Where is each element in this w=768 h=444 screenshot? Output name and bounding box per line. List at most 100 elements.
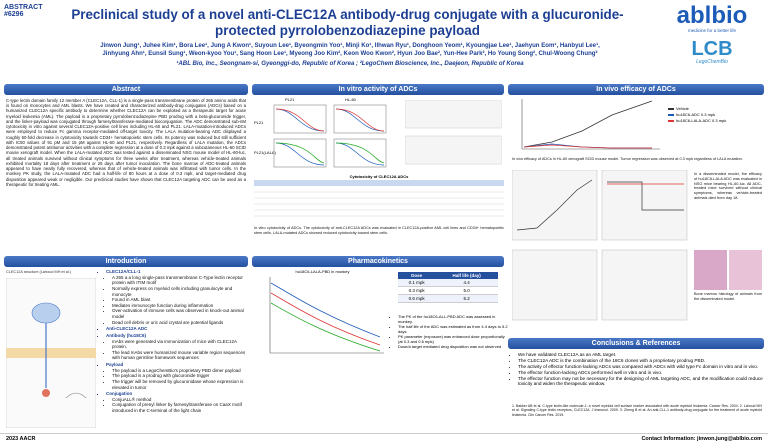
pk-table: Dose Half life (day) 0.1 mpk 4.4 0.3 mpk 5.0 0… xyxy=(398,272,498,303)
footer: 2023 AACR Contact Information: jinwon.ju… xyxy=(0,433,768,444)
curve xyxy=(335,108,385,132)
intro-subitem: The trigger will be removed by glucuroni… xyxy=(112,379,252,390)
side-text: In a disseminated model, the efficacy of… xyxy=(694,171,762,200)
intro-subitem: The payload is a prodrug with glucuronid… xyxy=(112,373,252,379)
legend: Vehicle hu18C6-ADC 0.3 mpk hu18C6-LALA-ADC… xyxy=(668,106,762,124)
ctld-domain xyxy=(31,302,61,324)
intro-subitem: mAbs were generated via immunization of … xyxy=(112,339,252,350)
plot-frame xyxy=(273,104,327,134)
figure-caption: In vivo efficacy of ADCs in HL-60 xenogr… xyxy=(512,157,743,161)
table-header-cell: Dose xyxy=(398,272,436,279)
signal-arrow xyxy=(65,392,87,399)
itim-motif xyxy=(42,389,50,397)
clec12a-diagram xyxy=(6,278,96,428)
intro-sublist: A 265 a.a long single-pass transmembrane… xyxy=(106,275,252,326)
section-header: Abstract xyxy=(4,84,248,95)
contact: Contact Information: jinwon.jung@ablbio.… xyxy=(641,436,762,442)
note-box xyxy=(405,100,502,129)
section-header: In vivo efficacy of ADCs xyxy=(508,84,764,95)
intro-item: CLEC12A/CLL-1A 265 a.a long single-pass … xyxy=(106,269,252,325)
intro-subitem: Mediates immunocyte function during infl… xyxy=(112,303,252,309)
intro-item: PayloadThe payload is a LegoChemBio's pr… xyxy=(106,362,252,390)
table-row: 0.3 mpk 5.0 xyxy=(398,286,498,295)
table-cell: 5.0 xyxy=(435,286,498,295)
legend-entry: Vehicle xyxy=(668,106,762,112)
intro-sublist: The payload is a LegoChemBio's proprieta… xyxy=(106,368,252,391)
table-row: 0.1 mpk 4.4 xyxy=(398,279,498,287)
section-header: Pharmacokinetics xyxy=(252,256,504,267)
intro-item-text: Anti-CLEC12A ADC xyxy=(106,326,148,332)
authors-line: Jinhyung Ahn¹, Eunsil Sung¹, Weon-kyoo Y… xyxy=(102,49,598,57)
plot-frame xyxy=(333,104,387,134)
imaging-panel xyxy=(601,170,688,241)
conclusion-bullet: The effector function may not be necessa… xyxy=(518,376,768,388)
pk-line xyxy=(270,292,381,346)
curve xyxy=(275,108,325,132)
curve xyxy=(335,108,385,132)
legend-label: Vehicle xyxy=(676,106,689,111)
pk-bullet: PK parameter (exposure) was enhanced dos… xyxy=(398,334,508,344)
poster-title: Preclinical study of a novel anti-CLEC12… xyxy=(71,7,624,38)
intro-item-text: Antibody (hu18C6) xyxy=(106,332,146,338)
conclusion-bullet: We have validated CLEC12A as an AML targ… xyxy=(518,352,768,358)
intro-list: CLEC12A/CLL-1A 265 a.a long single-pass … xyxy=(100,268,252,414)
cytotoxicity-table xyxy=(254,180,504,217)
intro-item: Antibody (hu18C6)mAbs were generated via… xyxy=(106,333,252,361)
table-cell: 0.6 mpk xyxy=(398,294,436,303)
panel-label: PL21 xyxy=(285,97,295,102)
abstract-number: #6296 xyxy=(4,11,24,18)
abstract-tag: ABSTRACT #6296 xyxy=(4,4,56,18)
chart-title: hu18C6-LALA-PBD in monkey xyxy=(295,269,350,274)
legend-swatch xyxy=(668,113,674,116)
pk-bullet: The PK of the hu18C6-ALL-PBD ADC was ass… xyxy=(398,314,508,324)
logo-tagline: LegoChemBio xyxy=(696,59,728,65)
legend-entry: hu18C6-ADC 0.3 mpk xyxy=(668,112,762,118)
survival-line xyxy=(607,181,684,211)
authors-line: Jinwon Jung¹, Juhee Kim¹, Bora Lee¹, Jun… xyxy=(100,42,600,49)
table-row: Dose Half life (day) xyxy=(398,272,498,279)
table-header-cell: Half life (day) xyxy=(435,272,498,279)
section-header: Conclusions & References xyxy=(508,338,764,349)
figure-caption: CLEC12A structure (Lahoud MH et al.) xyxy=(6,270,71,274)
pk-bullet: Dose/a target mediated drug disposition … xyxy=(398,344,508,349)
intro-subitem: Normally express on myeloid cells includ… xyxy=(112,286,252,297)
section-header: Introduction xyxy=(4,256,248,267)
plot-frame xyxy=(333,138,387,168)
bli-line xyxy=(516,179,593,231)
intro-subitem: The lead mAbs were humanized mouse varia… xyxy=(112,350,252,361)
intro-item: ConjugationConjuALL® methodConjugation o… xyxy=(106,391,252,414)
abstract-body: C-type lectin domain family 12 member A … xyxy=(6,98,246,187)
intro-subitem: Found in AML blast xyxy=(112,297,252,303)
pk-line xyxy=(270,302,381,352)
legend-swatch xyxy=(668,107,674,110)
legend-box xyxy=(405,100,502,165)
references: 1. Bakker AB et al. C-type lectin-like m… xyxy=(512,404,762,417)
intro-item-text: Conjugation xyxy=(106,391,133,397)
intro-item-text: Payload xyxy=(106,362,124,367)
table-header xyxy=(254,180,504,186)
figure-caption: In vitro cytotoxicity of ADCs. The cytot… xyxy=(254,226,504,235)
imaging-panel xyxy=(512,170,598,241)
legend-label: hu18C6-LALA-ADC 0.3 mpk xyxy=(676,118,727,123)
row-label: PL21 xyxy=(254,120,264,125)
conclusion-bullet: The CLEC12A ADC is the combination of th… xyxy=(518,358,768,364)
conclusion-bullet: The effector function-lacking ADCs perfo… xyxy=(518,370,768,376)
cytotoxicity-curves xyxy=(273,104,387,168)
table-rules xyxy=(254,191,504,217)
affiliations: ¹ABL Bio, Inc., Seongnam-si, Gyeonggi-do… xyxy=(176,59,524,67)
intro-subitem: Conjugation of prenyl linker by farnesyl… xyxy=(112,402,252,413)
growth-line xyxy=(523,100,653,148)
intro-subitem: The payload is a LegoChemBio's proprieta… xyxy=(112,368,252,374)
logo-lcb: LCB xyxy=(691,38,733,60)
conclusions-list: We have validated CLEC12A as an AML targ… xyxy=(512,352,768,387)
table-cell: 0.1 mpk xyxy=(398,279,436,287)
logos: ablbio medicine for a better life LCB Le… xyxy=(660,2,764,66)
logo-ablbio: ablbio xyxy=(676,2,748,29)
note-box xyxy=(405,135,502,165)
table-cell: 4.4 xyxy=(435,279,498,287)
legend-swatch xyxy=(668,119,674,122)
table-cell: 0.3 mpk xyxy=(398,286,436,295)
pk-bullet: The half life of the ADC was estimated a… xyxy=(398,324,508,334)
curve xyxy=(335,142,385,164)
